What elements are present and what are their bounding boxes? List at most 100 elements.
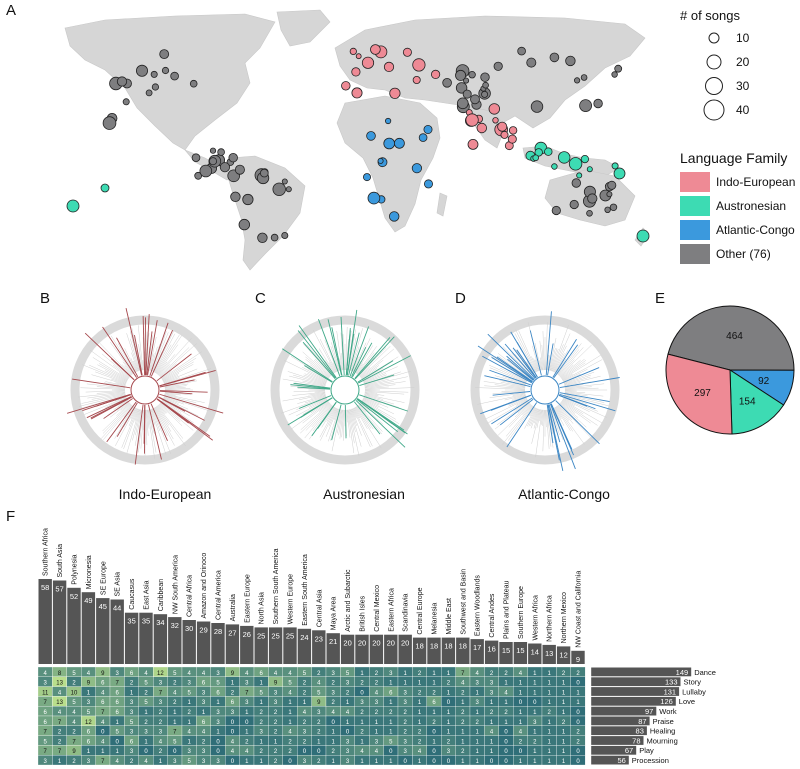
tree-highlight-branch (159, 393, 224, 414)
tree-branch (560, 402, 579, 418)
heatmap-value: 2 (576, 671, 580, 677)
tree-branch (352, 408, 371, 448)
tree-branch (553, 407, 561, 421)
tree-branch (323, 406, 335, 423)
song-marker (507, 134, 517, 144)
region-bar-value: 18 (459, 642, 467, 651)
heatmap-value: 1 (188, 739, 192, 745)
heatmap-value: 1 (562, 710, 566, 716)
heatmap-value: 1 (562, 730, 566, 736)
heatmap-value: 1 (360, 671, 364, 677)
heatmap-value: 2 (332, 681, 336, 687)
tree-branch (297, 395, 326, 404)
tree-branch (483, 381, 526, 388)
tree-branch (109, 341, 134, 374)
tree-branch (350, 408, 357, 426)
heatmap-value: 7 (173, 730, 177, 736)
heatmap-value: 1 (245, 710, 249, 716)
region-bar (470, 639, 484, 664)
heatmap-value: 3 (490, 681, 494, 687)
tree-branch (364, 384, 396, 389)
tree-branch (530, 408, 539, 429)
heatmap-value: 2 (260, 749, 264, 755)
tree-branch (536, 409, 542, 429)
heatmap-value: 1 (447, 690, 451, 696)
song-marker (161, 66, 170, 75)
heatmap-value: 1 (461, 700, 465, 706)
heatmap-value: 1 (548, 700, 552, 706)
tree-branch (302, 399, 328, 415)
size-legend-label: 20 (736, 55, 750, 69)
region-bar (484, 640, 499, 664)
region-bar-label: SE Europe (100, 561, 107, 595)
heatmap-value: 9 (101, 671, 105, 677)
tree-branch (362, 399, 397, 420)
function-bar (591, 755, 629, 765)
song-marker (260, 168, 269, 178)
region-bar-label: Amazon and Orinoco (201, 553, 208, 619)
region-bar (542, 644, 556, 664)
song-marker (383, 137, 396, 150)
tree-branch (306, 344, 333, 375)
song-marker (532, 154, 540, 162)
tree-branch (307, 368, 328, 381)
tree-branch (359, 403, 384, 425)
tree-branch (164, 394, 197, 404)
tree-highlight-branch (552, 339, 577, 378)
region-bar (52, 580, 67, 664)
heatmap-value: 2 (346, 690, 350, 696)
heatmap-value: 3 (533, 720, 537, 726)
heatmap-value: 4 (58, 690, 62, 696)
heatmap-value: 3 (360, 700, 364, 706)
heatmap-value: 1 (404, 671, 408, 677)
tree-branch (550, 348, 559, 372)
tree-branch (130, 407, 137, 420)
tree-highlight-branch (125, 308, 143, 376)
tree-branch (364, 390, 409, 393)
tree-branch (289, 375, 326, 386)
tree-branch (505, 405, 533, 437)
heatmap-value: 1 (432, 681, 436, 687)
region-bar (254, 627, 268, 664)
region-bar-label: Maya Area (331, 597, 338, 631)
heatmap-value: 5 (72, 700, 76, 706)
heatmap-value: 2 (317, 720, 321, 726)
heatmap-value: 1 (562, 700, 566, 706)
heatmap-value: 5 (87, 710, 91, 716)
tree-branch (354, 360, 361, 373)
tree-branch (338, 409, 343, 436)
heatmap-value: 3 (346, 749, 350, 755)
tree-branch (512, 393, 526, 396)
tree-branch (528, 406, 535, 417)
tree-highlight-branch (106, 401, 137, 443)
region-bar-label: South Asia (57, 544, 64, 578)
tree-branch (148, 409, 157, 453)
heatmap-value: 6 (116, 710, 120, 716)
heatmap-value: 6 (216, 690, 220, 696)
tree-branch (300, 403, 331, 430)
tree-branch (345, 326, 348, 371)
heatmap-value: 6 (101, 700, 105, 706)
heatmap-value: 6 (116, 690, 120, 696)
tree-branch (489, 392, 526, 399)
tree-branch (155, 334, 180, 374)
tree-highlight-branch (547, 343, 554, 376)
tree-branch (515, 399, 528, 406)
tree-branch (97, 364, 128, 381)
panel-label-e: E (655, 290, 666, 307)
heatmap-value: 1 (548, 739, 552, 745)
heatmap-value: 2 (274, 720, 278, 726)
tree-highlight-branch (158, 396, 205, 421)
tree-branch (133, 360, 138, 372)
region-bar (96, 598, 110, 664)
region-bar-value: 25 (257, 631, 265, 640)
heatmap-value: 5 (130, 720, 134, 726)
song-marker (219, 162, 230, 173)
heatmap-value: 1 (418, 681, 422, 687)
song-marker (418, 133, 428, 142)
heatmap-value: 2 (548, 710, 552, 716)
region-bar-label: Northern Mexico (561, 592, 568, 643)
heatmap-value: 3 (476, 681, 480, 687)
tree-branch (292, 391, 326, 396)
size-legend-circle (703, 99, 725, 121)
